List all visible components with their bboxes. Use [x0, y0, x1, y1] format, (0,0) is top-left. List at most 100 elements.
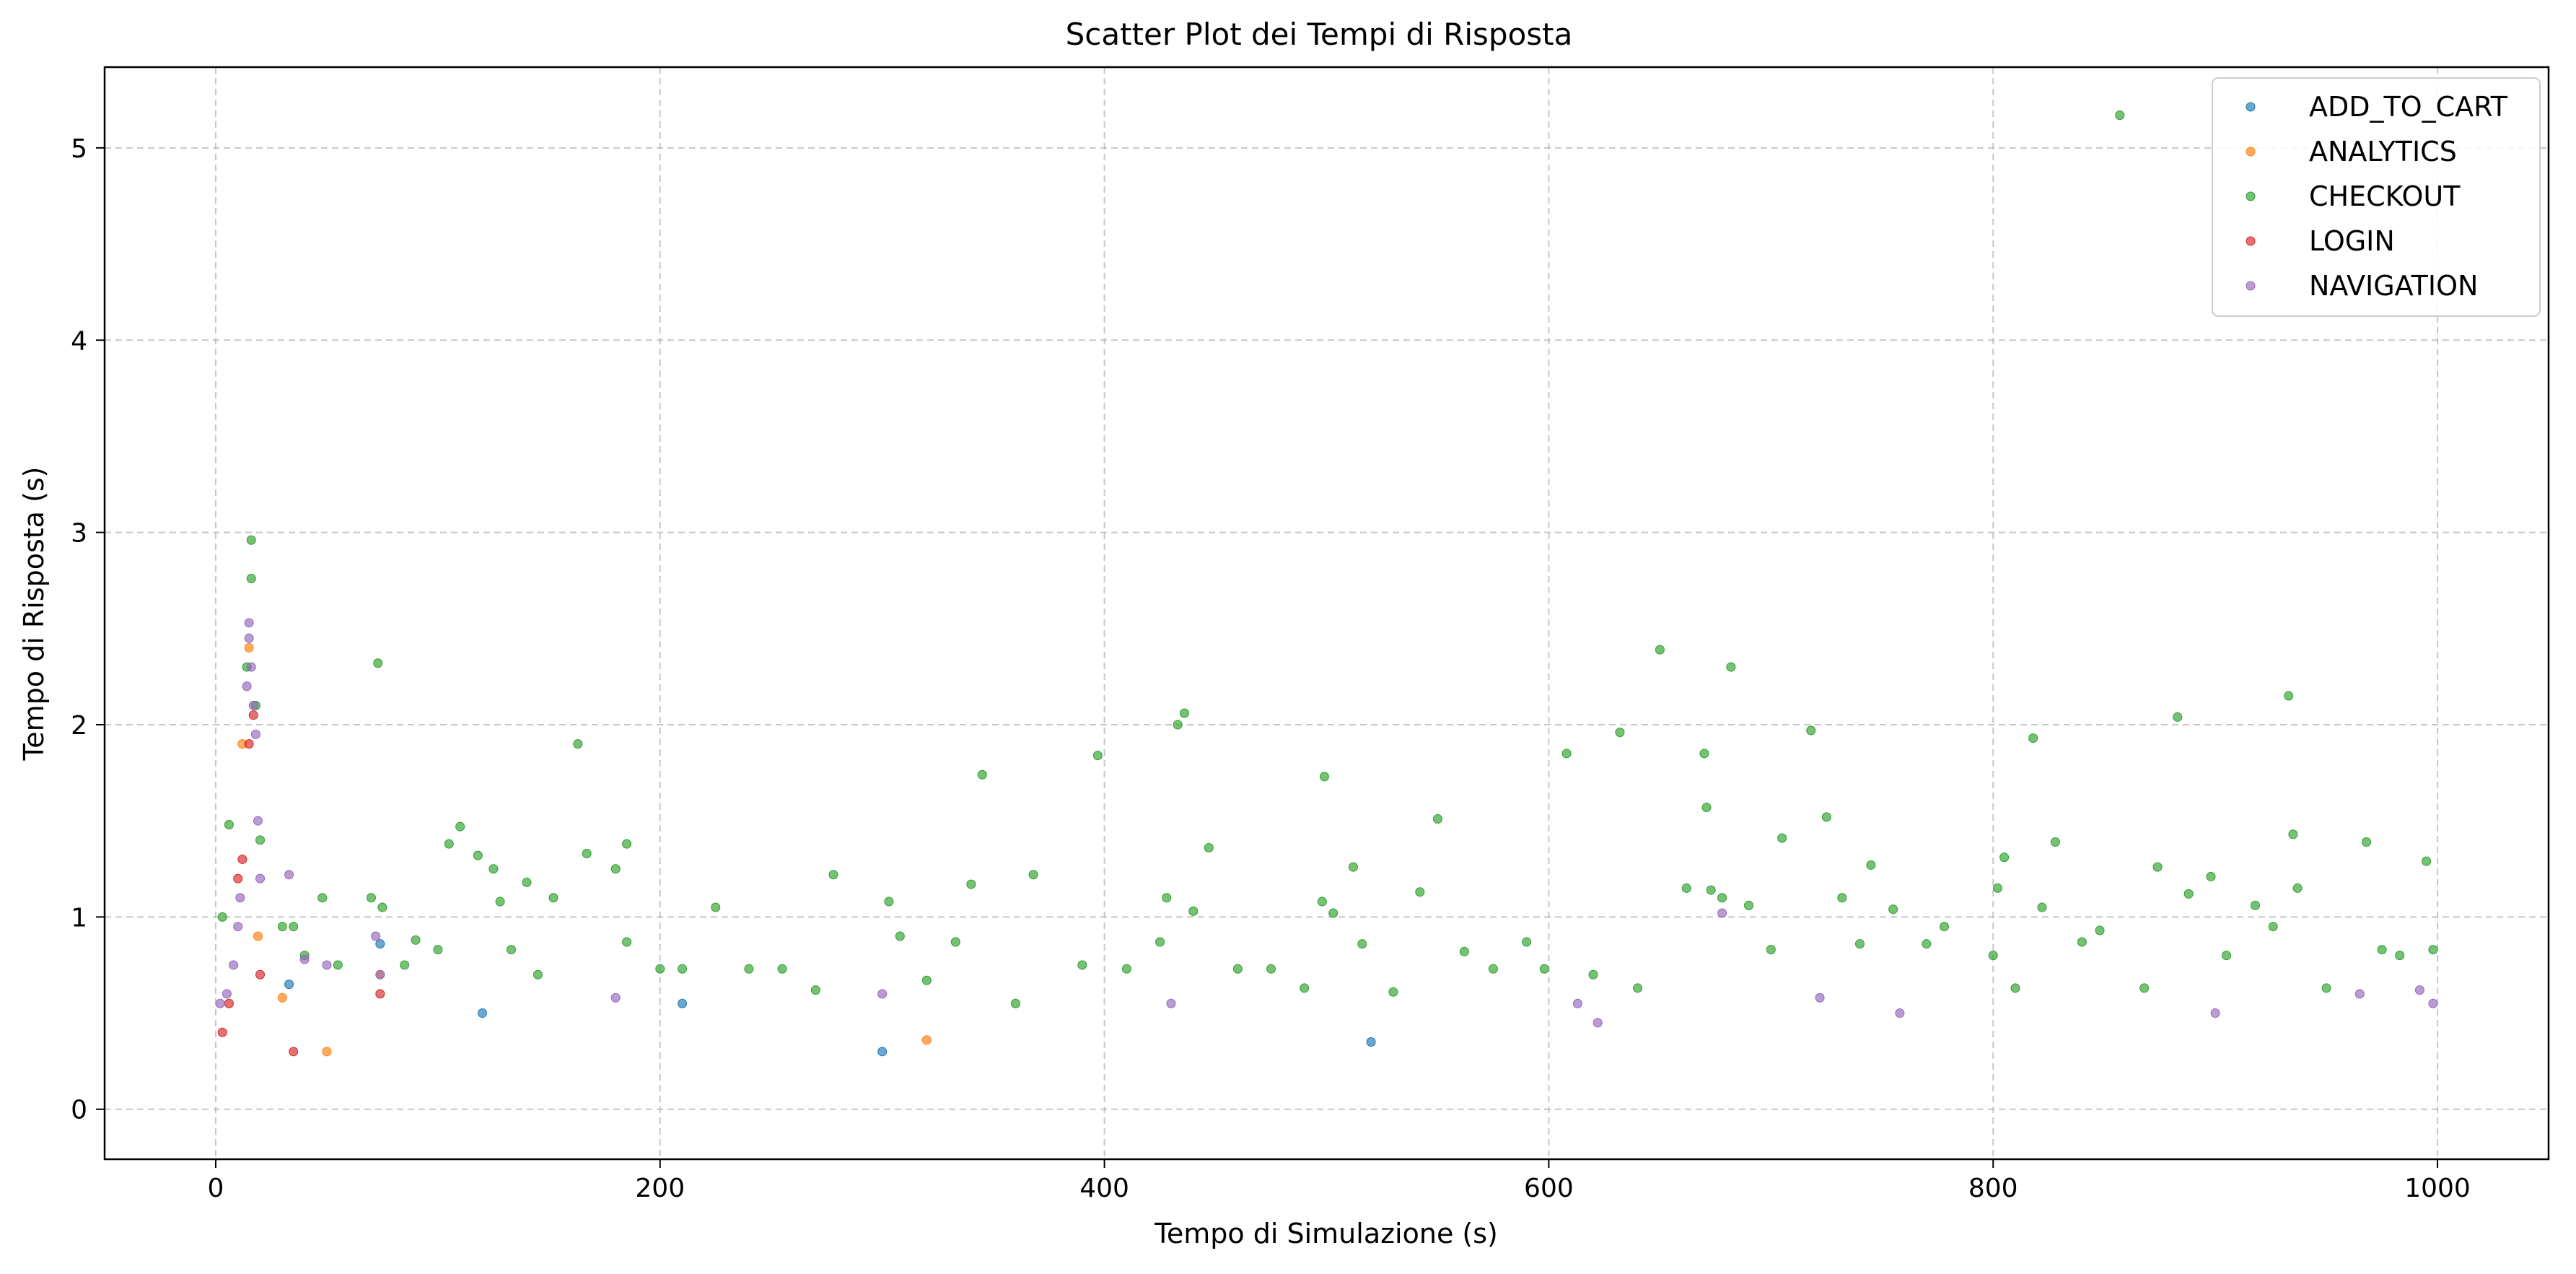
data-point: [411, 935, 421, 945]
data-point: [375, 939, 385, 949]
data-point: [244, 642, 254, 653]
data-point: [322, 1047, 332, 1057]
data-point: [1388, 987, 1398, 997]
data-point: [1633, 983, 1643, 993]
data-point: [2010, 983, 2020, 993]
data-point: [1028, 870, 1038, 880]
data-point: [2422, 856, 2432, 866]
data-point: [548, 893, 558, 903]
data-point: [1155, 937, 1165, 947]
series-checkout: [217, 110, 2438, 1008]
data-point: [1821, 812, 1831, 822]
data-point: [1328, 908, 1339, 918]
x-tick-label: 0: [208, 1174, 224, 1203]
data-point: [828, 870, 838, 880]
data-point: [255, 873, 266, 883]
data-point: [253, 816, 263, 826]
data-point: [2395, 951, 2405, 961]
axis-ticks: 0 200 400 600 800 1000 0 1 2 3 4 5: [71, 134, 2471, 1203]
data-point: [777, 964, 787, 974]
legend-label: NAVIGATION: [2309, 270, 2478, 302]
data-point: [522, 877, 532, 887]
data-point: [1432, 814, 1442, 824]
data-point: [1319, 772, 1329, 782]
data-point: [1988, 951, 1998, 961]
data-point: [1539, 964, 1549, 974]
data-point: [377, 902, 387, 912]
data-point: [1522, 937, 1532, 947]
legend-marker: [2246, 191, 2256, 201]
data-point: [215, 998, 225, 1008]
legend-label: ADD_TO_CART: [2309, 91, 2508, 123]
data-point: [1815, 992, 1825, 1003]
data-point: [2292, 883, 2303, 893]
data-point: [582, 848, 592, 858]
data-point: [455, 821, 465, 832]
data-point: [244, 633, 254, 643]
data-point: [255, 969, 266, 980]
data-point: [1188, 906, 1199, 916]
data-point: [744, 964, 754, 974]
data-point: [373, 658, 383, 668]
y-tick-label: 4: [71, 326, 87, 356]
data-point: [2152, 862, 2163, 872]
data-point: [322, 960, 332, 970]
data-point: [2428, 998, 2438, 1008]
data-point: [444, 839, 454, 849]
data-point: [299, 954, 310, 964]
data-point: [235, 893, 245, 903]
data-point: [921, 1035, 932, 1045]
x-tick-label: 600: [1524, 1174, 1574, 1203]
scatter-points: [215, 110, 2438, 1057]
data-point: [289, 1047, 299, 1057]
data-point: [1895, 1008, 1905, 1018]
data-point: [622, 937, 632, 947]
data-point: [495, 896, 505, 907]
data-point: [2050, 837, 2060, 847]
data-point: [1415, 887, 1425, 897]
data-point: [1992, 883, 2002, 893]
data-point: [2206, 871, 2216, 881]
data-point: [284, 870, 294, 880]
data-point: [433, 945, 443, 955]
data-point: [1588, 969, 1598, 980]
data-point: [1179, 708, 1189, 718]
data-point: [1300, 983, 1310, 993]
data-point: [246, 574, 256, 584]
x-tick-label: 200: [635, 1174, 685, 1203]
data-point: [248, 700, 258, 710]
data-point: [333, 960, 343, 970]
data-point: [2037, 902, 2047, 912]
data-point: [277, 992, 287, 1003]
data-point: [2251, 900, 2261, 910]
series-login: [217, 710, 385, 1057]
grid: [105, 67, 2549, 1159]
data-point: [1459, 946, 1469, 956]
data-point: [371, 931, 381, 941]
data-point: [1922, 939, 1932, 949]
data-point: [2414, 985, 2424, 995]
data-point: [877, 1047, 888, 1057]
data-point: [244, 618, 254, 628]
data-point: [1837, 893, 1847, 903]
data-point: [877, 989, 888, 999]
data-point: [2139, 983, 2150, 993]
data-point: [1655, 645, 1665, 655]
data-point: [229, 960, 239, 970]
chart-title: Scatter Plot dei Tempi di Risposta: [1066, 17, 1573, 52]
legend-marker: [2246, 147, 2256, 157]
data-point: [506, 945, 516, 955]
data-point: [810, 985, 820, 995]
y-tick-label: 2: [71, 711, 87, 741]
legend-marker: [2246, 236, 2256, 246]
data-point: [217, 1027, 227, 1037]
data-point: [1699, 749, 1709, 759]
y-tick-label: 3: [71, 519, 87, 549]
data-point: [1939, 922, 1949, 932]
data-point: [489, 864, 499, 874]
data-point: [2183, 889, 2194, 899]
x-tick-label: 400: [1079, 1174, 1129, 1203]
legend: ADD_TO_CART ANALYTICS CHECKOUT LOGIN NAVIGAT…: [2212, 77, 2541, 317]
data-point: [711, 902, 721, 912]
